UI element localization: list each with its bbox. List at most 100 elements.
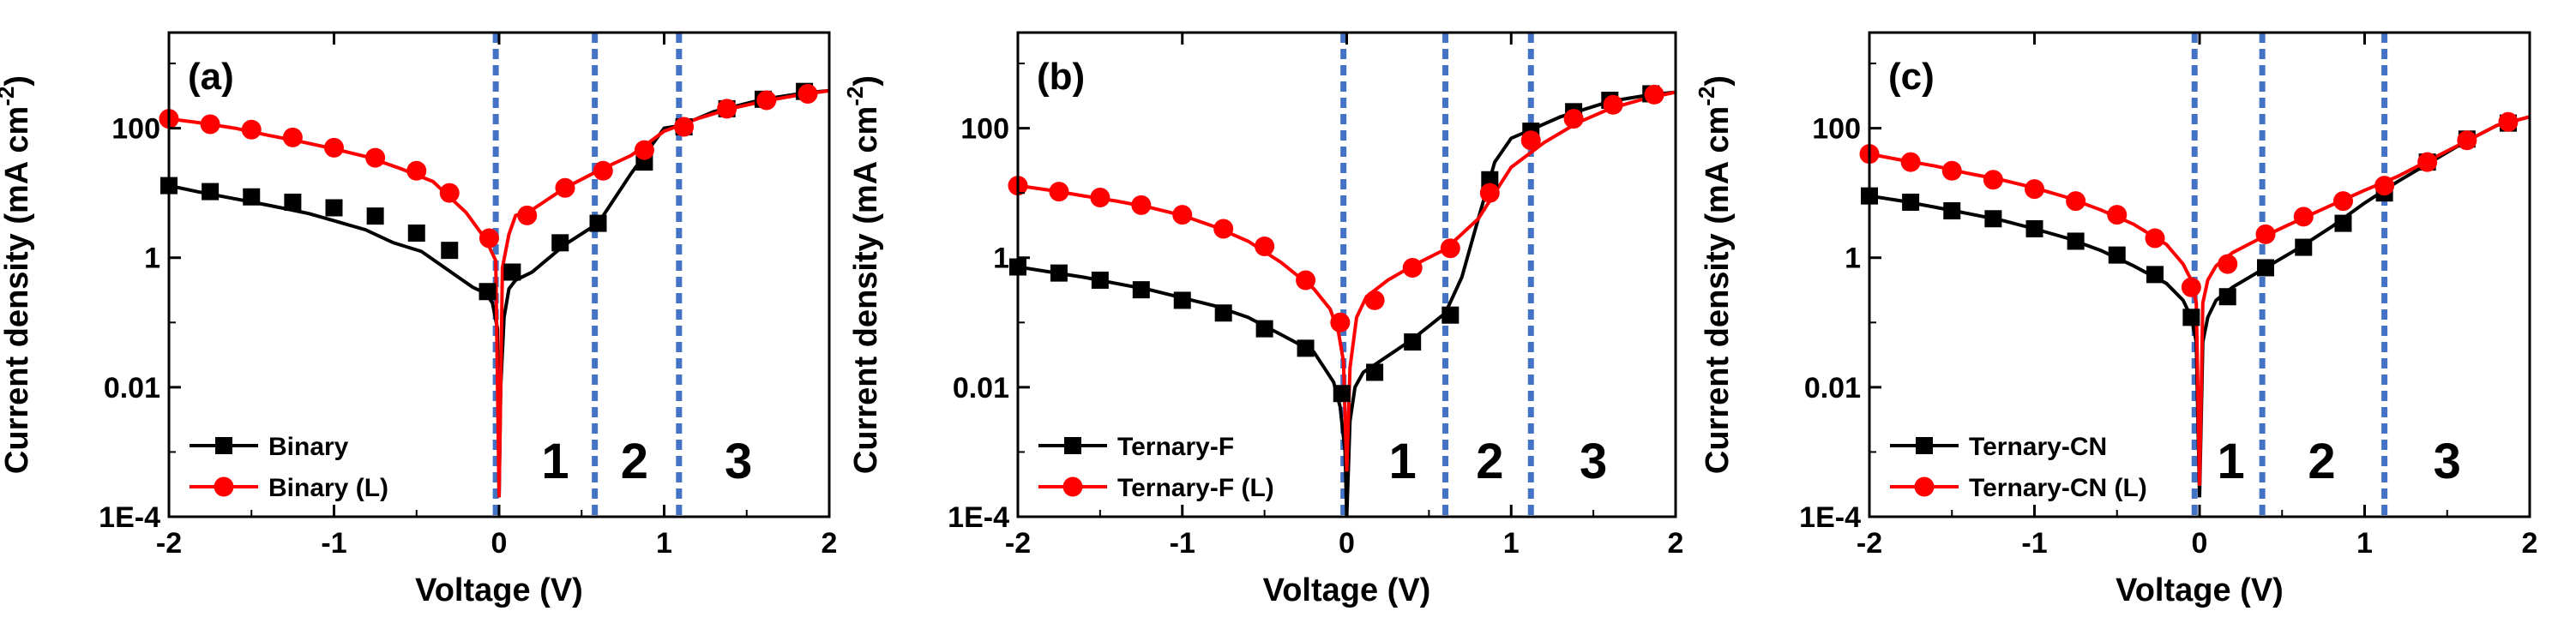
- region-label: 2: [621, 434, 648, 489]
- data-point-circle: [593, 160, 613, 181]
- series-line-2: [1869, 115, 2530, 486]
- y-tick-label: 0.01: [953, 372, 1009, 404]
- data-point-circle: [1090, 188, 1110, 208]
- y-axis-title: Current density (mA cm-2): [842, 75, 884, 474]
- y-axis-title: Current density (mA cm-2): [0, 75, 35, 474]
- data-point-square: [1091, 271, 1109, 289]
- data-point-circle: [2498, 111, 2519, 132]
- x-tick-label: 2: [1668, 527, 1684, 560]
- data-point-square: [284, 193, 302, 211]
- legend: Ternary-F Ternary-F (L): [1038, 433, 1274, 502]
- data-point-square: [1132, 281, 1150, 299]
- y-tick-label: 1E-4: [948, 501, 1009, 534]
- data-point-circle: [634, 140, 654, 160]
- x-tick-label: -1: [2021, 527, 2047, 560]
- y-tick-label: 1: [144, 243, 160, 275]
- data-point-circle: [756, 90, 777, 111]
- x-axis-title: Voltage (V): [415, 572, 583, 608]
- region-label: 2: [1476, 434, 1503, 489]
- x-tick-label: 2: [2522, 527, 2538, 560]
- legend: Ternary-CN Ternary-CN (L): [1890, 433, 2147, 502]
- data-point-square: [407, 225, 425, 243]
- data-point-circle: [1603, 94, 1623, 115]
- data-point-circle: [555, 177, 575, 198]
- data-point-circle: [406, 160, 427, 181]
- y-axis-title-close: ): [848, 75, 884, 87]
- y-axis-title-close: ): [1700, 75, 1736, 87]
- x-tick-label: 1: [2356, 527, 2373, 560]
- x-tick-label: 0: [1339, 527, 1355, 560]
- data-point-square: [441, 242, 459, 260]
- x-tick-label: 0: [2192, 527, 2208, 560]
- data-point-square: [2067, 232, 2085, 250]
- data-point-circle: [797, 83, 818, 104]
- data-point-circle: [2181, 277, 2201, 297]
- legend-marker-square: [1916, 437, 1933, 454]
- data-point-square: [243, 188, 261, 206]
- data-point-circle: [1644, 84, 1664, 105]
- y-axis-title-main: Current density (mA cm: [848, 106, 884, 474]
- region-label: 1: [541, 434, 569, 489]
- y-axis-title: Current density (mA cm-2): [1694, 75, 1736, 474]
- y-tick-label: 1: [1845, 243, 1861, 275]
- data-point-circle: [2218, 254, 2238, 274]
- y-tick-label: 0.01: [1804, 372, 1861, 404]
- data-point-circle: [1364, 290, 1385, 310]
- legend-label: Binary: [268, 433, 349, 461]
- data-point-circle: [1520, 130, 1541, 151]
- data-point-circle: [1049, 182, 1069, 202]
- data-point-square: [2025, 219, 2043, 237]
- data-point-square: [503, 263, 521, 281]
- data-point-circle: [478, 228, 499, 249]
- legend-label: Ternary-F: [1117, 433, 1234, 461]
- y-axis-title-sup: -2: [1694, 87, 1719, 106]
- data-point-square: [1366, 363, 1384, 381]
- data-point-circle: [1900, 152, 1921, 172]
- plot-area: [1018, 90, 1676, 517]
- x-tick-label: -2: [156, 527, 182, 560]
- data-point-circle: [324, 137, 344, 158]
- data-point-circle: [2066, 191, 2086, 212]
- data-point-square: [1255, 320, 1273, 338]
- y-axis-title-close: ): [0, 75, 35, 87]
- legend-label: Ternary-CN (L): [1969, 474, 2147, 502]
- data-point-circle: [2374, 176, 2395, 196]
- data-point-square: [1481, 171, 1499, 189]
- data-point-square: [1297, 339, 1315, 357]
- y-tick-label: 100: [960, 113, 1009, 146]
- panel-label: (a): [188, 56, 234, 98]
- y-axis-title-main: Current density (mA cm: [1700, 106, 1736, 474]
- data-point-square: [2295, 238, 2313, 256]
- data-point-circle: [1941, 160, 1962, 181]
- legend-marker-circle: [1914, 476, 1935, 497]
- x-tick-label: 1: [1503, 527, 1520, 560]
- legend-marker-square: [215, 437, 232, 454]
- data-point-square: [2146, 266, 2164, 284]
- x-tick-label: 1: [656, 527, 672, 560]
- data-point-square: [1333, 385, 1351, 403]
- data-point-square: [325, 199, 343, 217]
- data-point-circle: [1172, 205, 1193, 225]
- data-point-square: [2108, 246, 2126, 264]
- data-point-circle: [1296, 270, 1316, 291]
- data-point-square: [589, 214, 607, 232]
- data-point-circle: [717, 99, 737, 119]
- data-point-circle: [1563, 109, 1584, 129]
- data-point-square: [2257, 259, 2274, 277]
- data-point-square: [551, 234, 569, 252]
- series-line-2: [1018, 90, 1676, 472]
- region-label: 1: [1389, 434, 1417, 489]
- region-label: 3: [725, 434, 752, 489]
- data-point-circle: [2332, 191, 2353, 212]
- x-tick-label: -2: [1005, 527, 1031, 560]
- region-label: 2: [2308, 434, 2335, 489]
- data-point-square: [1441, 306, 1460, 324]
- x-tick-label: 2: [822, 527, 838, 560]
- data-point-square: [1173, 291, 1191, 309]
- data-point-circle: [674, 117, 695, 137]
- data-point-square: [1984, 210, 2002, 228]
- legend-label: Ternary-F (L): [1117, 474, 1274, 502]
- data-point-circle: [2293, 207, 2314, 227]
- chart-panel-3: -2 -1 0 1 2 1E-4 0.01 1 100 Voltage (V) Current de…: [1694, 31, 2538, 608]
